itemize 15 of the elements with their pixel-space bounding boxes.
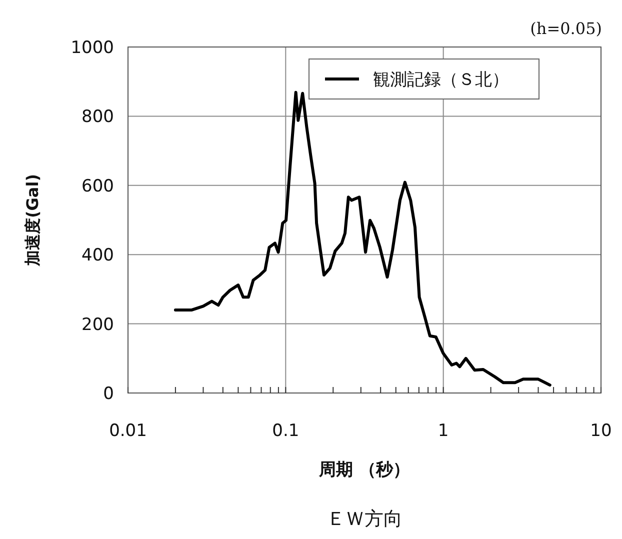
x-tick-label: 1 bbox=[438, 421, 449, 441]
y-tick-label: 600 bbox=[82, 176, 114, 196]
x-tick-label: 0.1 bbox=[272, 421, 300, 441]
x-tick-label: 10 bbox=[590, 421, 612, 441]
text: ＥＷ方向 bbox=[326, 508, 402, 530]
y-tick-label: 800 bbox=[82, 107, 114, 128]
y-tick-label: 400 bbox=[82, 246, 114, 266]
x-tick-label: 0.01 bbox=[109, 421, 147, 441]
y-tick-label: 0 bbox=[103, 384, 114, 404]
y-tick-label: 1000 bbox=[70, 38, 114, 58]
y-tick-label: 200 bbox=[82, 314, 114, 335]
text: (h=0.05) bbox=[530, 19, 602, 38]
y-axis-title: 加速度(Gal) bbox=[23, 174, 42, 268]
x-axis-title: 周期 （秒） bbox=[318, 460, 410, 480]
legend-label: 観測記録（Ｓ北） bbox=[373, 70, 509, 90]
